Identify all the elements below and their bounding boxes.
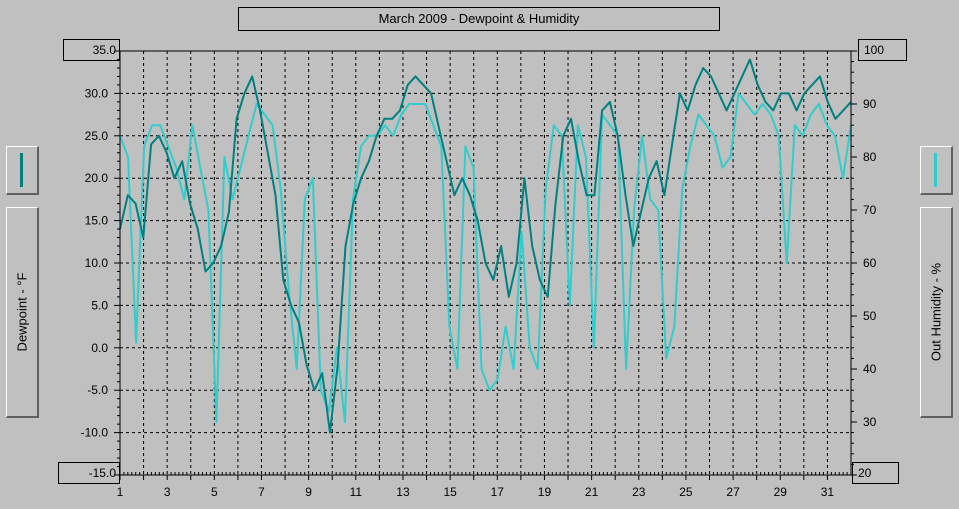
right-axis-max-label: 100 [858, 39, 907, 61]
left-axis-title-panel: Dewpoint - °F [6, 207, 39, 418]
x-tick-label: 13 [396, 485, 410, 499]
x-tick-label: 17 [491, 485, 505, 499]
dewpoint-line [119, 58, 852, 434]
x-tick-label: 31 [821, 485, 835, 499]
left-tick-label: 20.0 [85, 171, 109, 185]
left-tick-label: 0.0 [91, 341, 108, 355]
left-tick-label: -5.0 [87, 383, 108, 397]
left-tick-label: 5.0 [91, 298, 108, 312]
right-tick-label: 30 [863, 415, 877, 429]
x-tick-label: 11 [350, 485, 363, 499]
x-tick-label: 1 [117, 485, 124, 499]
x-tick-label: 23 [632, 485, 646, 499]
right-axis-min-label: 20 [852, 462, 899, 484]
left-tick-labels: 30.0 25.0 20.0 15.0 10.0 5.0 0.0 -5.0 -10.0 [81, 86, 109, 439]
x-tick-label: 3 [164, 485, 171, 499]
x-tick-label: 15 [443, 485, 457, 499]
right-tick-label: 50 [863, 309, 877, 323]
left-axis-min-label: -15.0 [58, 462, 120, 484]
humidity-legend-swatch [934, 153, 937, 187]
right-tick-label: 40 [863, 362, 877, 376]
left-axis-max-label: 35.0 [63, 39, 120, 61]
x-tick-label: 19 [538, 485, 552, 499]
humidity-legend [920, 146, 953, 195]
right-tick-label: 70 [863, 203, 877, 217]
left-tick-label: -10.0 [81, 426, 109, 440]
x-tick-label: 29 [774, 485, 788, 499]
humidity-series [119, 92, 852, 423]
axis-ticks [114, 50, 857, 480]
right-tick-label: 60 [863, 256, 877, 270]
x-tick-labels: 1 3 5 7 9 11 13 15 17 19 21 23 25 27 29 31 [117, 485, 835, 499]
right-tick-labels: 90 80 70 60 50 40 30 [863, 97, 877, 429]
x-tick-label: 7 [258, 485, 265, 499]
left-tick-label: 10.0 [85, 256, 109, 270]
x-tick-label: 21 [585, 485, 599, 499]
dewpoint-legend [6, 146, 39, 195]
dewpoint-legend-swatch [20, 153, 23, 187]
x-tick-label: 27 [726, 485, 740, 499]
x-tick-label: 25 [679, 485, 693, 499]
left-tick-label: 30.0 [85, 86, 109, 100]
left-tick-label: 25.0 [85, 129, 109, 143]
right-tick-label: 80 [863, 150, 877, 164]
x-tick-label: 9 [305, 485, 312, 499]
out-humidity-line [119, 92, 852, 423]
x-tick-label: 5 [211, 485, 218, 499]
right-tick-label: 90 [863, 97, 877, 111]
right-axis-title-panel: Out Humidity - % [920, 207, 953, 418]
left-tick-label: 15.0 [85, 214, 109, 228]
chart-title: March 2009 - Dewpoint & Humidity [238, 7, 720, 31]
dewpoint-series [119, 58, 852, 434]
